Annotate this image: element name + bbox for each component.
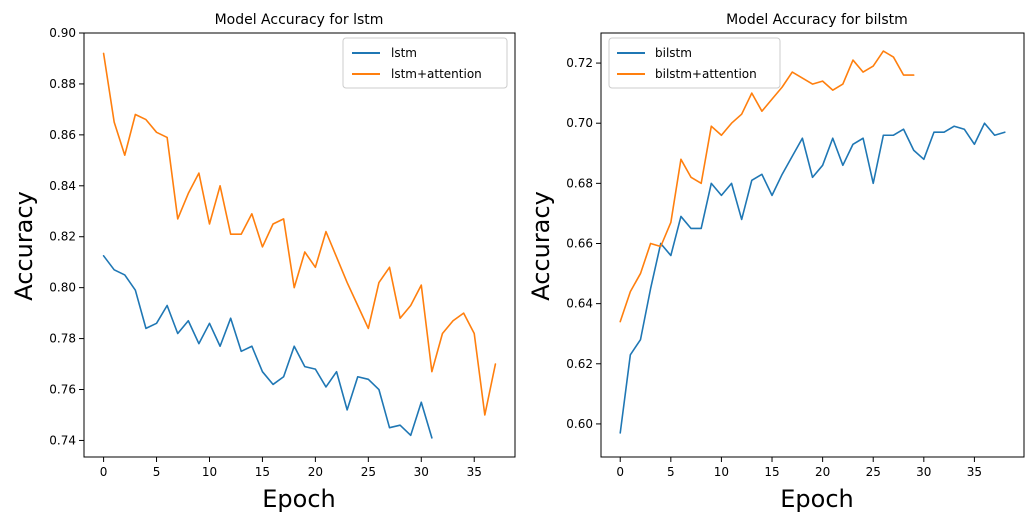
series-group (102, 52, 497, 439)
chart-title: Model Accuracy for bilstm (726, 12, 908, 28)
legend-label-bilstm-attention: bilstm+attention (655, 67, 757, 81)
x-tick-label: 10 (202, 465, 217, 479)
chart-title: Model Accuracy for lstm (215, 12, 384, 28)
legend: bilstm bilstm+attention (608, 37, 781, 89)
y-tick-label: 0.82 (49, 230, 76, 244)
x-tick-label: 5 (153, 465, 161, 479)
tick-group: 0 5 10 15 20 25 30 35 0.60 0.62 0.64 0.66 0.68 0.70 0.… (566, 56, 982, 479)
x-tick-label: 25 (361, 465, 376, 479)
legend-box (608, 37, 781, 89)
y-axis-label: Accuracy (527, 191, 555, 301)
y-tick-label: 0.78 (49, 332, 76, 346)
x-tick-label: 10 (714, 465, 729, 479)
x-tick-label: 30 (414, 465, 429, 479)
y-tick-label: 0.70 (566, 116, 593, 130)
y-axis-label: Accuracy (10, 191, 38, 301)
y-tick-label: 0.80 (49, 281, 76, 295)
y-tick-label: 0.60 (566, 417, 593, 431)
y-tick-label: 0.86 (49, 128, 76, 142)
x-tick-label: 20 (308, 465, 323, 479)
x-tick-label: 35 (967, 465, 982, 479)
series-group (619, 50, 1006, 434)
y-tick-label: 0.90 (49, 26, 76, 40)
y-tick-label: 0.88 (49, 77, 76, 91)
chart-bilstm: Model Accuracy for bilstm 0 5 10 15 20 25 30 35… (527, 12, 1025, 513)
series-line-bilstm-attention (619, 50, 915, 323)
chart-lstm: Model Accuracy for lstm 0 5 10 15 20 25 30 35 0.… (10, 12, 516, 513)
x-tick-label: 0 (616, 465, 624, 479)
x-tick-label: 30 (916, 465, 931, 479)
tick-group: 0 5 10 15 20 25 30 35 0.74 0.76 0.78 0.80 0.82 0.84 0.… (49, 26, 482, 479)
x-tick-label: 15 (764, 465, 779, 479)
y-tick-label: 0.66 (566, 236, 593, 250)
legend-label-lstm-attention: lstm+attention (391, 67, 482, 81)
x-tick-label: 15 (255, 465, 270, 479)
x-axis-label: Epoch (262, 485, 336, 513)
y-tick-label: 0.68 (566, 176, 593, 190)
x-tick-label: 25 (866, 465, 881, 479)
series-line-lstm-attention (102, 52, 497, 416)
x-tick-label: 20 (815, 465, 830, 479)
legend-label-lstm: lstm (391, 46, 417, 60)
x-tick-label: 5 (667, 465, 675, 479)
x-axis-label: Epoch (780, 485, 854, 513)
series-line-bilstm (619, 122, 1006, 434)
y-tick-label: 0.62 (566, 357, 593, 371)
y-tick-label: 0.74 (49, 433, 76, 447)
plot-frame (83, 32, 516, 458)
x-tick-label: 0 (100, 465, 108, 479)
legend-box (342, 37, 508, 89)
y-tick-label: 0.84 (49, 179, 76, 193)
legend-label-bilstm: bilstm (655, 46, 692, 60)
x-tick-label: 35 (467, 465, 482, 479)
y-tick-label: 0.72 (566, 56, 593, 70)
series-line-lstm (102, 255, 433, 439)
legend: lstm lstm+attention (342, 37, 508, 89)
y-tick-label: 0.76 (49, 383, 76, 397)
y-tick-label: 0.64 (566, 297, 593, 311)
plot-frame (600, 32, 1025, 458)
